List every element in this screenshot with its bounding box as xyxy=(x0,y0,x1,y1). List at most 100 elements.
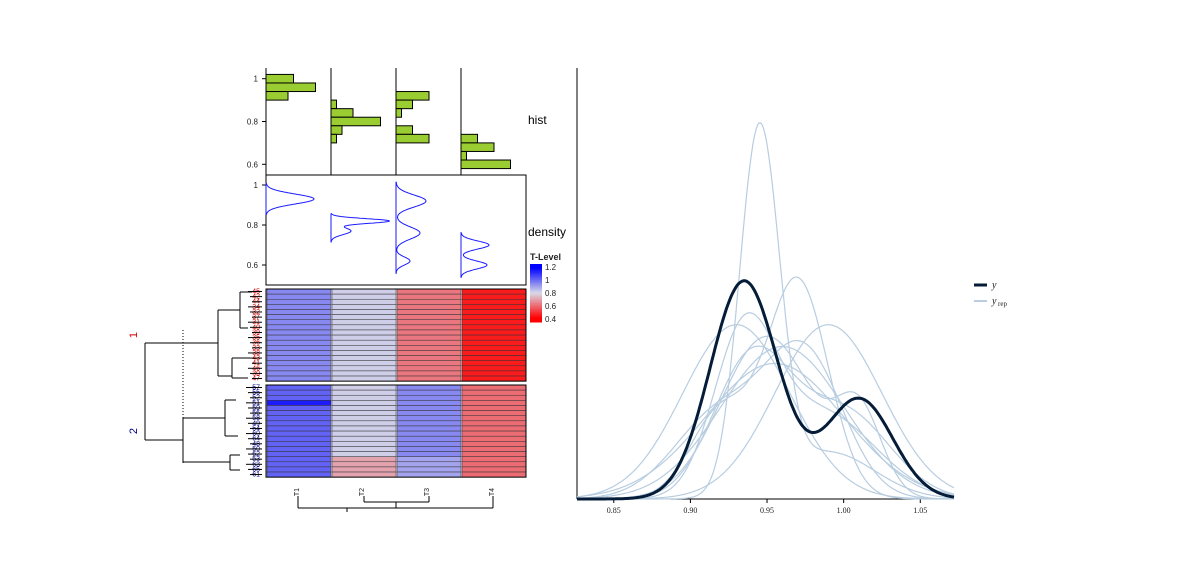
heatmap-cell xyxy=(396,394,462,401)
hist-bar-T1 xyxy=(265,82,316,93)
heatmap-cell xyxy=(396,389,462,396)
ppc-x-tick-label: 0.90 xyxy=(683,506,697,515)
heatmap-cell xyxy=(461,420,527,427)
heatmap-panel: 4542443432373140393536333843414630471575… xyxy=(128,288,527,496)
legend-color-step xyxy=(530,264,542,266)
legend-tick-label: 0.4 xyxy=(545,315,557,324)
legend-color-step xyxy=(530,281,542,284)
heatmap-cell xyxy=(461,410,527,416)
heatmap-cell xyxy=(266,461,332,468)
heatmap-cell xyxy=(266,466,332,473)
heatmap-cell xyxy=(266,471,332,478)
ppc-legend: yy rep xyxy=(974,280,1007,308)
density-y-tick-label: 1 xyxy=(254,181,259,190)
heatmap-cell xyxy=(461,360,527,367)
legend-color-step xyxy=(530,291,542,294)
heatmap-cell xyxy=(331,360,397,367)
histogram-panel: 0.6 0.8 1 xyxy=(247,68,511,175)
heatmap-cell xyxy=(266,360,332,367)
heatmap-cell xyxy=(266,288,332,295)
legend-color-step xyxy=(530,320,542,323)
hist-bar-T3 xyxy=(395,99,413,110)
legend-color-step xyxy=(530,265,542,268)
heatmap-cell xyxy=(461,324,527,331)
ppc-x-tick-label: 1.05 xyxy=(913,506,927,515)
heatmap-cell xyxy=(396,293,462,300)
heatmap-cell xyxy=(266,350,332,356)
heatmap-cell xyxy=(461,345,527,351)
legend-color-step xyxy=(530,277,542,279)
legend-color-step xyxy=(530,295,542,298)
cluster-label: 1 xyxy=(128,332,140,338)
heatmap-cell xyxy=(331,329,397,336)
heatmap-cell xyxy=(331,471,397,478)
heatmap-col-label: T2 xyxy=(359,488,366,496)
heatmap-cell xyxy=(396,435,462,442)
legend-color-step xyxy=(530,308,542,311)
heatmap-cell xyxy=(331,430,397,437)
density-y-tick-label: 0.8 xyxy=(247,221,259,230)
heatmap-cell xyxy=(396,355,462,361)
heatmap-cell xyxy=(331,334,397,341)
heatmap-cell xyxy=(461,394,527,401)
heatmap-cell xyxy=(266,329,332,336)
density-curve-T4 xyxy=(460,232,490,278)
heatmap-cell xyxy=(266,324,332,331)
heatmap-cell xyxy=(461,339,527,346)
heatmap-cell xyxy=(396,430,462,437)
heatmap-cell xyxy=(331,405,397,411)
heatmap-cell xyxy=(461,314,527,320)
heatmap-cell xyxy=(331,410,397,416)
ppc-yrep-curve xyxy=(577,276,954,500)
heatmap-cell xyxy=(461,319,527,326)
heatmap-cell xyxy=(461,415,527,422)
heatmap-cell xyxy=(331,365,397,372)
heatmap-cell xyxy=(331,461,397,468)
heatmap-cell xyxy=(266,451,332,457)
heatmap-cell xyxy=(396,441,462,447)
heatmap-cell xyxy=(266,293,332,300)
heatmap-cell xyxy=(266,405,332,411)
heatmap-cell xyxy=(461,405,527,411)
heatmap-cell xyxy=(266,384,332,391)
legend-color-step xyxy=(530,303,542,306)
density-y-tick-label: 0.6 xyxy=(247,261,259,270)
heatmap-cell xyxy=(461,430,527,437)
heatmap-cell xyxy=(396,451,462,457)
heatmap-cell xyxy=(396,288,462,295)
heatmap-cell xyxy=(331,370,397,377)
legend-color-step xyxy=(530,268,542,271)
legend-color-step xyxy=(530,314,542,317)
heatmap-cell xyxy=(461,471,527,478)
heatmap-cell xyxy=(266,394,332,401)
heatmap-cell xyxy=(396,360,462,367)
hist-bar-T3 xyxy=(395,125,413,135)
heatmap-block-frame xyxy=(265,384,527,478)
heatmap-cell xyxy=(396,365,462,372)
heatmap-cell xyxy=(331,293,397,300)
hist-bar-T3 xyxy=(395,108,402,118)
legend-color-step xyxy=(530,301,542,304)
heatmap-cell xyxy=(461,451,527,457)
hist-y-tick-label: 1 xyxy=(254,75,259,84)
density-panel: 0.6 0.8 1 xyxy=(247,174,527,286)
heatmap-cell xyxy=(331,415,397,422)
heatmap-cell xyxy=(266,309,332,315)
legend-color-step xyxy=(530,288,542,291)
ppc-yrep-curve xyxy=(576,324,955,500)
legend-color-step xyxy=(530,271,542,274)
heatmap-cell xyxy=(266,415,332,422)
hist-bar-T2 xyxy=(330,99,337,110)
heatmap-cell xyxy=(331,466,397,473)
hist-bar-T4 xyxy=(460,142,495,152)
legend-color-step xyxy=(530,307,542,310)
legend-tick-label: 1 xyxy=(545,276,550,285)
heatmap-cell xyxy=(461,298,527,305)
heatmap-cell xyxy=(461,461,527,468)
legend-color-step xyxy=(530,310,542,313)
hist-y-tick-label: 0.6 xyxy=(247,160,259,169)
legend-color-step xyxy=(530,278,542,281)
legend-color-step xyxy=(530,313,542,316)
heatmap-cell xyxy=(331,355,397,361)
heatmap-cell xyxy=(461,309,527,315)
